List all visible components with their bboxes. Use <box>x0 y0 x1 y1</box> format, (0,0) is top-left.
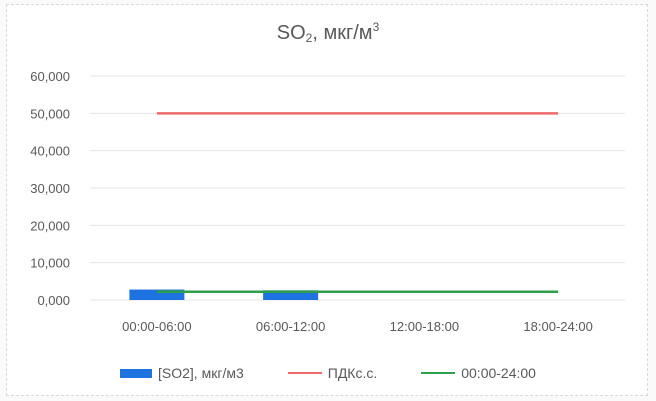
x-tick-label: 00:00-06:00 <box>122 319 191 334</box>
chart-title: SO2, мкг/м3 <box>0 20 656 45</box>
legend-label-so2: [SO2], мкг/м3 <box>158 365 244 381</box>
x-tick-label: 12:00-18:00 <box>390 319 459 334</box>
legend-item-so2: [SO2], мкг/м3 <box>120 365 244 381</box>
title-rest: , мкг/м <box>312 22 373 44</box>
legend-swatch-daily <box>421 372 456 374</box>
y-tick-label: 50,000 <box>30 106 70 121</box>
chart-frame <box>6 4 648 396</box>
bar <box>263 290 319 300</box>
y-tick-label: 30,000 <box>30 181 70 196</box>
title-subscript: 2 <box>305 31 313 45</box>
legend-item-daily: 00:00-24:00 <box>421 365 536 381</box>
y-tick-label: 0,000 <box>37 293 70 308</box>
bar <box>129 289 185 300</box>
y-tick-label: 60,000 <box>30 69 70 84</box>
title-main: SO <box>276 22 306 44</box>
legend-swatch-so2 <box>120 368 153 378</box>
y-tick-label: 40,000 <box>30 144 70 159</box>
legend-item-pdk: ПДКс.с. <box>287 365 378 381</box>
y-tick-label: 10,000 <box>30 256 70 271</box>
y-tick-label: 20,000 <box>30 218 70 233</box>
legend-swatch-pdk <box>287 372 322 374</box>
legend-label-pdk: ПДКс.с. <box>327 365 378 381</box>
title-superscript: 3 <box>372 20 380 34</box>
x-tick-label: 06:00-12:00 <box>256 319 325 334</box>
legend: [SO2], мкг/м3 ПДКс.с. 00:00-24:00 <box>0 365 656 381</box>
x-tick-label: 18:00-24:00 <box>523 319 592 334</box>
legend-label-daily: 00:00-24:00 <box>461 365 536 381</box>
